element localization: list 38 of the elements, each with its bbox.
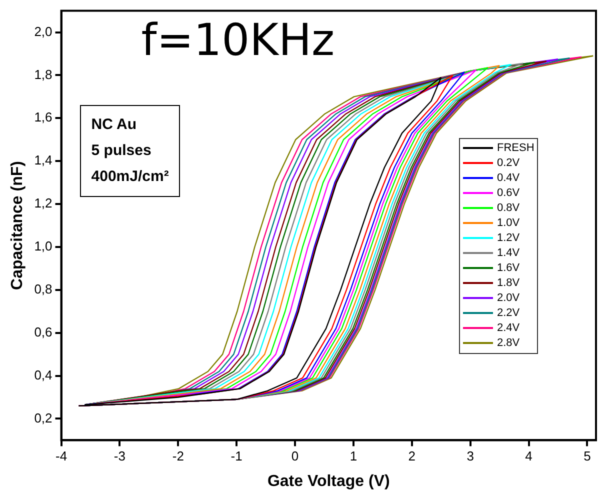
legend-label: 0.8V	[497, 200, 520, 216]
y-tick-label: 0,2	[34, 410, 52, 426]
legend-label: 0.2V	[497, 156, 520, 170]
x-tick-label: 4	[525, 448, 532, 464]
y-tick-label: 1,6	[34, 110, 52, 125]
y-tick-label: 0,4	[34, 367, 52, 382]
x-axis-title: Gate Voltage (V)	[267, 472, 390, 490]
y-tick-label: 2,0	[34, 24, 52, 39]
y-tick-label: 1,4	[34, 152, 52, 168]
x-tick-label: -1	[230, 448, 242, 464]
y-tick-label: 1,0	[34, 238, 52, 254]
annotation: NC Au 5 pulses 400mJ/cm²	[80, 104, 180, 197]
legend-label: 1.0V	[497, 216, 520, 230]
x-tick-label: 0	[291, 448, 299, 464]
legend-label: 1.8V	[497, 276, 520, 290]
x-tick-label: 1	[350, 448, 358, 464]
legend-label: FRESH	[497, 140, 534, 156]
y-tick-label: 0,6	[34, 324, 52, 340]
x-tick-label: -2	[172, 448, 184, 464]
legend-label: 1.2V	[497, 230, 520, 246]
y-tick-label: 1,8	[34, 66, 52, 82]
legend-label: 1.6V	[497, 260, 520, 276]
legend-label: 2.8V	[497, 336, 520, 350]
legend-label: 2.4V	[497, 320, 520, 336]
legend-label: 1.4V	[497, 246, 520, 260]
y-axis-title: Capacitance (nF)	[9, 161, 26, 290]
x-tick-label: -4	[55, 448, 68, 464]
x-tick-label: -3	[114, 448, 126, 464]
legend-label: 2.2V	[497, 306, 520, 320]
annotation: f=10KHz	[141, 14, 335, 66]
legend-label: 2.0V	[497, 290, 520, 306]
y-tick-label: 0,8	[34, 281, 52, 296]
legend-label: 0.4V	[497, 170, 520, 186]
x-tick-label: 5	[584, 448, 591, 464]
y-tick-label: 1,2	[34, 196, 52, 211]
x-tick-label: 3	[466, 448, 474, 464]
x-tick-label: 2	[408, 448, 416, 464]
legend-label: 0.6V	[497, 186, 520, 200]
